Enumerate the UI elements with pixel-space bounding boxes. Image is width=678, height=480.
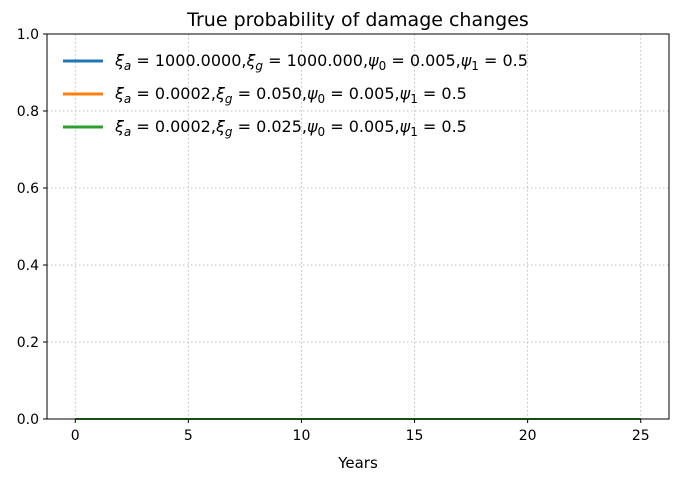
- x-tick-label: 5: [184, 428, 193, 444]
- y-tick-label: 0.0: [17, 412, 39, 428]
- x-axis-label: Years: [337, 454, 378, 472]
- y-tick-label: 0.2: [17, 335, 39, 351]
- y-tick-label: 0.6: [17, 181, 39, 197]
- y-tick-label: 0.4: [17, 258, 39, 274]
- x-tick-label: 25: [632, 428, 650, 444]
- x-tick-label: 20: [519, 428, 537, 444]
- y-tick-label: 0.8: [17, 104, 39, 120]
- chart-title: True probability of damage changes: [186, 9, 529, 31]
- x-tick-label: 0: [71, 428, 80, 444]
- legend-entry-1: ξa = 1000.0000,ξg = 1000.000,ψ0 = 0.005,…: [114, 51, 528, 73]
- plot-frame: [46, 33, 670, 420]
- legend: ξa = 1000.0000,ξg = 1000.000,ψ0 = 0.005,…: [63, 51, 528, 139]
- legend-entry-2: ξa = 0.0002,ξg = 0.050,ψ0 = 0.005,ψ1 = 0…: [114, 84, 467, 106]
- y-tick-label: 1.0: [17, 27, 39, 43]
- y-axis: 0.0 0.2 0.4 0.6 0.8 1.0: [17, 27, 47, 428]
- legend-entry-3: ξa = 0.0002,ξg = 0.025,ψ0 = 0.005,ψ1 = 0…: [114, 117, 467, 139]
- grid: [47, 33, 669, 420]
- x-axis: 0 5 10 15 20 25: [71, 419, 650, 444]
- x-tick-label: 10: [293, 428, 311, 444]
- x-tick-label: 15: [406, 428, 424, 444]
